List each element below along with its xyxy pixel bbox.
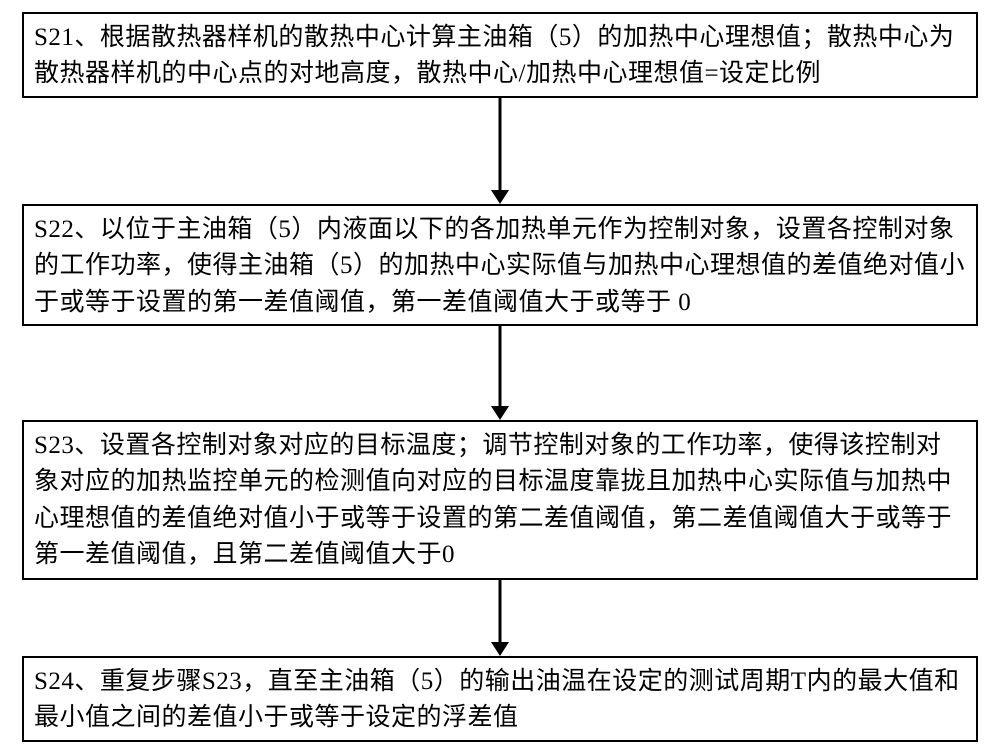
flow-step-text: S22、以位于主油箱（5）内液面以下的各加热单元作为控制对象，设置各控制对象的工… xyxy=(34,216,965,316)
flow-step-s21: S21、根据散热器样机的散热中心计算主油箱（5）的加热中心理想值；散热中心为散热… xyxy=(22,12,978,98)
flow-step-text: S24、重复步骤S23，直至主油箱（5）的输出油温在设定的测试周期T内的最大值和… xyxy=(34,668,960,731)
flow-step-text: S21、根据散热器样机的散热中心计算主油箱（5）的加热中心理想值；散热中心为散热… xyxy=(34,24,954,87)
arrows-layer xyxy=(0,0,1000,748)
flowchart-canvas: S21、根据散热器样机的散热中心计算主油箱（5）的加热中心理想值；散热中心为散热… xyxy=(0,0,1000,748)
flow-step-s23: S23、设置各控制对象对应的目标温度；调节控制对象的工作功率，使得该控制对象对应… xyxy=(22,420,978,580)
flow-step-text: S23、设置各控制对象对应的目标温度；调节控制对象的工作功率，使得该控制对象对应… xyxy=(34,432,952,568)
flow-step-s22: S22、以位于主油箱（5）内液面以下的各加热单元作为控制对象，设置各控制对象的工… xyxy=(22,204,978,326)
flow-step-s24: S24、重复步骤S23，直至主油箱（5）的输出油温在设定的测试周期T内的最大值和… xyxy=(22,656,978,742)
